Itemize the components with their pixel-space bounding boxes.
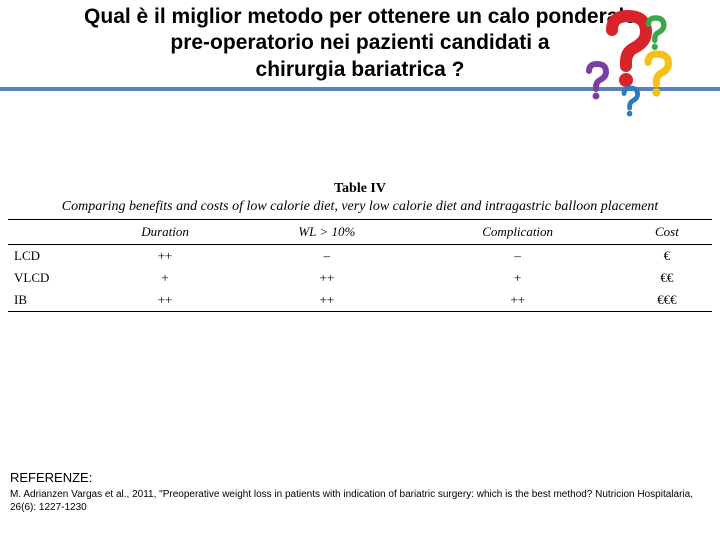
table-row: VLCD++++€€ — [8, 267, 712, 289]
table-cell: VLCD — [8, 267, 90, 289]
question-marks-graphic — [582, 10, 692, 120]
table-cell: €€€ — [622, 289, 712, 312]
table-cell: ++ — [414, 289, 622, 312]
title-block: Qual è il miglior metodo per ottenere un… — [0, 0, 720, 83]
table-region: Table IV Comparing benefits and costs of… — [8, 181, 712, 312]
references-heading: REFERENZE: — [10, 470, 710, 485]
slide: Qual è il miglior metodo per ottenere un… — [0, 0, 720, 540]
table-caption: Comparing benefits and costs of low calo… — [8, 199, 712, 215]
table-cell: – — [240, 244, 413, 267]
table-cell: + — [414, 267, 622, 289]
title-line-1: Qual è il miglior metodo per ottenere un… — [84, 5, 636, 28]
title-line-2: pre-operatorio nei pazienti candidati a — [170, 31, 549, 54]
references-block: REFERENZE: M. Adrianzen Vargas et al., 2… — [10, 470, 710, 514]
col-header: Complication — [414, 219, 622, 244]
col-header: WL > 10% — [240, 219, 413, 244]
table-cell: ++ — [240, 267, 413, 289]
col-header: Duration — [90, 219, 240, 244]
table-cell: ++ — [90, 289, 240, 312]
table-row: IB++++++€€€ — [8, 289, 712, 312]
table-header-row: Duration WL > 10% Complication Cost — [8, 219, 712, 244]
table-cell: €€ — [622, 267, 712, 289]
table-cell: – — [414, 244, 622, 267]
table-body: LCD++––€VLCD++++€€IB++++++€€€ — [8, 244, 712, 311]
table-cell: ++ — [240, 289, 413, 312]
table-label: Table IV — [8, 181, 712, 197]
table-cell: € — [622, 244, 712, 267]
table-cell: ++ — [90, 244, 240, 267]
references-text: M. Adrianzen Vargas et al., 2011, "Preop… — [10, 489, 710, 514]
title-line-3: chirurgia bariatrica ? — [256, 58, 465, 81]
table-row: LCD++––€ — [8, 244, 712, 267]
comparison-table: Duration WL > 10% Complication Cost LCD+… — [8, 219, 712, 312]
col-header: Cost — [622, 219, 712, 244]
table-cell: + — [90, 267, 240, 289]
col-header — [8, 219, 90, 244]
table-cell: LCD — [8, 244, 90, 267]
table-cell: IB — [8, 289, 90, 312]
